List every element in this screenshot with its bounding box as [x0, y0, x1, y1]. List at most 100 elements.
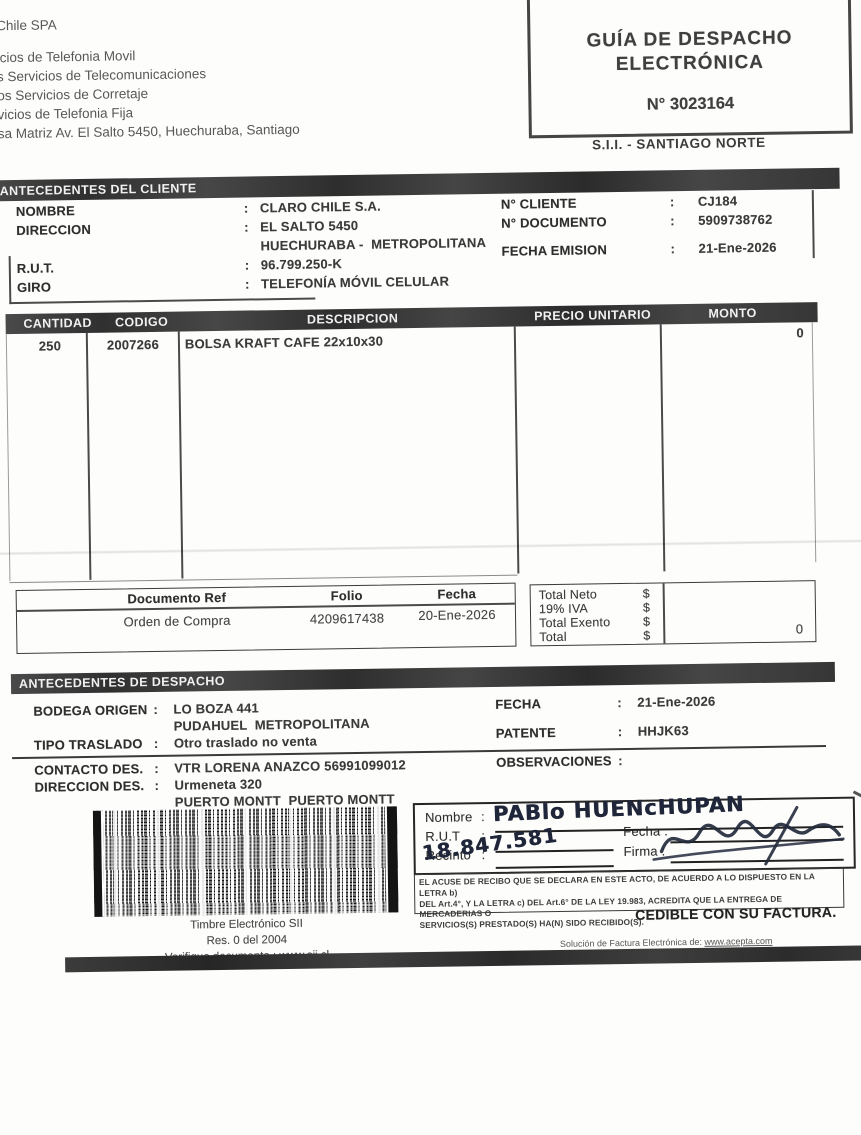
transfer-type-value: Otro traslado no venta [174, 734, 317, 751]
items-column-divider [86, 333, 91, 580]
colon: : [618, 753, 623, 768]
plate-label: PATENTE [496, 725, 556, 741]
scan-crease [0, 539, 861, 555]
ref-header-fecha: Fecha [407, 586, 507, 602]
ref-header-folio: Folio [287, 587, 407, 604]
ref-doc-value: Orden de Compra [97, 612, 257, 629]
issuer-address: sa Matriz Av. El Salto 5450, Huechuraba,… [0, 122, 300, 141]
colon: : [245, 258, 250, 273]
items-header-descripcion: DESCRIPCION [188, 310, 518, 329]
items-table-right-border [812, 322, 817, 562]
receipt-recinto-line [496, 865, 614, 868]
client-name-value: CLARO CHILE S.A. [260, 199, 381, 216]
item-codigo: 2007266 [93, 337, 173, 353]
items-table-bottom-border [9, 575, 517, 584]
document-stamp-box: R.U.T.: 96.799.250-K GUÍA DE DESPACHO EL… [527, 0, 853, 138]
receipt-name-label: Nombre [425, 809, 473, 825]
currency-sign: $ [643, 587, 650, 601]
currency-sign: $ [643, 601, 650, 615]
items-table-left-border [6, 334, 11, 581]
client-box-left-border [9, 256, 11, 304]
items-header-precio: PRECIO UNITARIO [517, 307, 667, 323]
item-monto: 0 [728, 325, 804, 341]
sii-barcode [93, 806, 399, 916]
issuer-service-line: s Servicios de Telecomunicaciones [0, 66, 206, 84]
observations-label: OBSERVACIONES [496, 753, 612, 770]
provider-link[interactable]: www.acepta.com [704, 936, 772, 947]
items-header-monto: MONTO [667, 305, 797, 321]
plate-value: HHJK63 [638, 723, 689, 739]
total-neto-label: Total Neto [539, 587, 597, 602]
ref-fecha-value: 20-Ene-2026 [407, 607, 507, 623]
origin-warehouse-value-2: PUDAHUEL METROPOLITANA [174, 716, 370, 734]
dispatch-date-value: 21-Ene-2026 [637, 694, 715, 710]
client-rut-value: 96.799.250-K [261, 256, 342, 272]
transfer-type-label: TIPO TRASLADO [34, 736, 143, 753]
issue-date-label: FECHA EMISION [502, 242, 608, 259]
client-address-value-1: EL SALTO 5450 [260, 218, 358, 234]
iva-label: 19% IVA [539, 602, 588, 617]
scanned-dispatch-document: Chile SPA icios de Telefonia Movil s Ser… [0, 0, 861, 1086]
client-giro-label: GIRO [17, 279, 51, 295]
client-section-title: ANTECEDENTES DEL CLIENTE [0, 181, 197, 198]
contact-label: CONTACTO DES. [34, 761, 143, 778]
seal-caption-2: Res. 0 del 2004 [95, 932, 399, 949]
document-type-line2: ELECTRÓNICA [531, 51, 849, 78]
currency-sign: $ [643, 629, 650, 643]
document-number-label: N° DOCUMENTO [501, 214, 607, 231]
items-column-divider [660, 324, 665, 571]
client-giro-value: TELEFONÍA MÓVIL CELULAR [261, 274, 449, 292]
total-value: 0 [771, 621, 803, 636]
document-number: N° 3023164 [531, 93, 849, 117]
client-number-label: N° CLIENTE [501, 196, 577, 212]
origin-warehouse-label: BODEGA ORIGEN [33, 702, 147, 719]
total-label: Total [539, 630, 567, 644]
issuer-service-line: os Servicios de Corretaje [0, 86, 148, 103]
colon: : [670, 213, 675, 228]
colon: : [618, 724, 623, 739]
total-exento-label: Total Exento [539, 615, 610, 630]
item-cantidad: 250 [18, 338, 82, 354]
sii-office: S.I.I. - SANTIAGO NORTE [592, 135, 766, 153]
destination-address-value-1: Urmeneta 320 [174, 776, 262, 792]
document-type-line1: GUÍA DE DESPACHO [530, 27, 848, 54]
issuer-service-line: vicios de Telefonia Fija [0, 105, 133, 122]
reference-table: Documento Ref Folio Fecha Orden de Compr… [16, 583, 517, 654]
destination-address-label: DIRECCION DES. [34, 778, 144, 795]
colon: : [244, 201, 249, 216]
colon: : [244, 220, 249, 235]
client-number-value: CJ184 [698, 193, 738, 209]
page-bottom-edge [65, 945, 861, 972]
items-header-cantidad: CANTIDAD [18, 316, 98, 331]
currency-sign: $ [643, 615, 650, 629]
dispatch-section-title: ANTECEDENTES DE DESPACHO [19, 674, 225, 691]
issuer-name: Chile SPA [0, 17, 57, 33]
document-number-value: 5909738762 [698, 212, 773, 228]
ref-folio-value: 4209617438 [287, 610, 407, 627]
client-box-bottom-border [9, 298, 315, 304]
issuer-service-line: icios de Telefonia Movil [0, 48, 135, 65]
dispatch-section-header: ANTECEDENTES DE DESPACHO [11, 662, 835, 694]
totals-divider [663, 583, 665, 643]
colon: : [245, 277, 250, 292]
seal-caption-1: Timbre Electrónico SII [95, 916, 399, 933]
colon: : [617, 695, 622, 710]
colon: : [153, 702, 158, 717]
colon: : [670, 194, 675, 209]
signature-scribble [647, 805, 848, 870]
dispatch-date-label: FECHA [495, 696, 541, 712]
colon: : [154, 761, 159, 776]
contact-value: VTR LORENA ANAZCO 56991099012 [174, 757, 406, 775]
client-address-label: DIRECCION [16, 222, 91, 238]
totals-box: Total Neto 19% IVA Total Exento Total $ … [530, 580, 817, 646]
client-rut-label: R.U.T. [17, 260, 55, 276]
ref-header-doc: Documento Ref [97, 589, 257, 606]
origin-warehouse-value-1: LO BOZA 441 [173, 700, 259, 716]
colon: : [154, 736, 159, 751]
client-name-label: NOMBRE [16, 203, 75, 219]
items-header-codigo: CODIGO [101, 315, 183, 330]
colon: : [481, 809, 485, 824]
client-address-value-2: HUECHURABA - METROPOLITANA [260, 235, 486, 253]
colon: : [670, 241, 675, 256]
colon: : [154, 778, 159, 793]
